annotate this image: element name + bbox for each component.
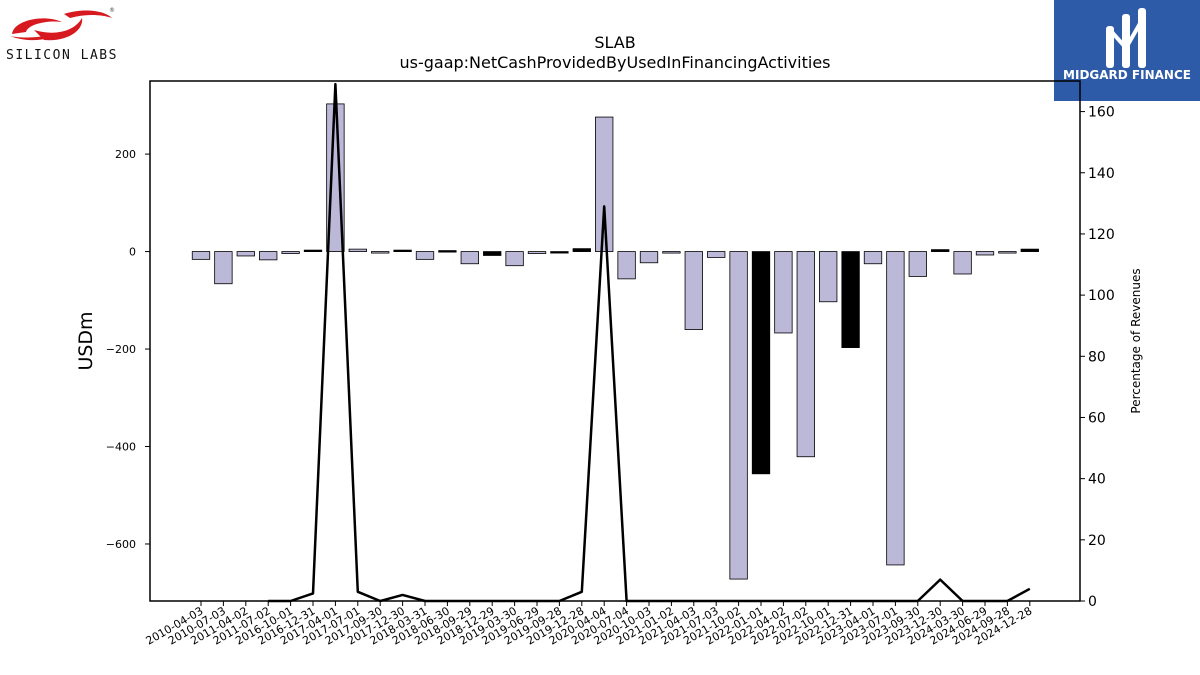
bar-2023-12-30 (931, 249, 950, 252)
percentage-line (268, 82, 1031, 603)
bar-2022-10-01 (819, 251, 838, 303)
y-tick-label-0: 0 (129, 246, 136, 259)
silicon-labs-wordmark: SILICON LABS (6, 48, 118, 63)
bar-2021-07-03 (707, 251, 726, 258)
y2-tick-label-160: 160 (1088, 105, 1115, 121)
bar-2010-04-03 (191, 251, 211, 260)
bar-2022-07-02 (796, 251, 815, 458)
bar-2017-09-30 (371, 251, 390, 254)
bar-2023-04-01 (863, 251, 883, 265)
bar-2024-09-28 (998, 251, 1017, 254)
bar-2017-07-01 (348, 248, 367, 252)
bar-2019-06-29 (527, 251, 547, 254)
bar-2024-03-30 (953, 251, 972, 275)
bars-group (191, 103, 1039, 580)
bar-2017-12-30 (393, 249, 412, 253)
y2-tick-label-0: 0 (1088, 594, 1097, 610)
chart-subtitle: us-gaap:NetCashProvidedByUsedInFinancing… (399, 53, 830, 72)
midgard-wordmark: MIDGARD FINANCE (1063, 68, 1191, 82)
y-tick-label-200: 200 (115, 148, 136, 161)
bar-2024-12-28 (1020, 248, 1039, 252)
y2-tick-label-140: 140 (1088, 166, 1115, 182)
y2-tick-label-120: 120 (1088, 227, 1115, 243)
y2-axis-label: Percentage of Revenues (1129, 268, 1143, 413)
bar-2020-07-04 (617, 251, 636, 280)
y2-tick-label-100: 100 (1088, 288, 1115, 304)
bar-2023-07-01 (886, 251, 905, 566)
bar-2018-06-30 (438, 250, 457, 253)
registered-mark: ® (109, 7, 115, 14)
bar-2018-03-31 (415, 251, 435, 260)
midgard-finance-logo: MIDGARD FINANCE (1054, 0, 1200, 101)
plot-frame (149, 80, 1081, 602)
bar-2023-09-30 (908, 251, 927, 277)
bar-2018-12-29 (483, 251, 502, 256)
bar-2019-03-30 (505, 251, 524, 267)
bar-2022-12-31 (841, 251, 860, 348)
midgard-mark-icon (1106, 8, 1146, 68)
bar-2022-04-02 (774, 251, 793, 334)
chart-title: SLAB (594, 33, 635, 52)
bar-2021-04-03 (684, 251, 703, 330)
bar-2020-04-04 (595, 116, 614, 252)
bar-2010-07-03 (214, 251, 233, 285)
axes-group: −600−400−2000200020406080100120140160201… (106, 80, 1115, 648)
bar-2019-09-28 (550, 251, 569, 254)
y2-tick-label-60: 60 (1088, 410, 1106, 426)
bar-2016-12-31 (303, 249, 323, 253)
bar-2018-09-29 (460, 251, 479, 265)
y2-tick-label-20: 20 (1088, 533, 1106, 549)
silicon-labs-mark-icon (10, 10, 112, 41)
bar-2011-07-02 (259, 251, 278, 261)
y2-tick-label-40: 40 (1088, 472, 1106, 488)
y-axis-label: USDm (75, 311, 97, 370)
bar-2021-01-02 (662, 251, 681, 254)
silicon-labs-logo: ® SILICON LABS (4, 6, 124, 66)
y2-tick-label-80: 80 (1088, 349, 1106, 365)
bar-2021-10-02 (729, 251, 748, 580)
bar-2020-10-03 (639, 251, 659, 264)
line-group (268, 82, 1031, 603)
bar-2016-10-01 (281, 251, 300, 254)
y-tick-label--400: −400 (106, 441, 136, 454)
bar-2024-06-29 (975, 251, 995, 256)
bar-2011-04-02 (236, 251, 255, 257)
bar-2019-12-28 (572, 248, 591, 252)
y-tick-label--200: −200 (106, 343, 136, 356)
y-tick-label--600: −600 (106, 538, 136, 551)
bar-2022-01-01 (751, 251, 771, 475)
